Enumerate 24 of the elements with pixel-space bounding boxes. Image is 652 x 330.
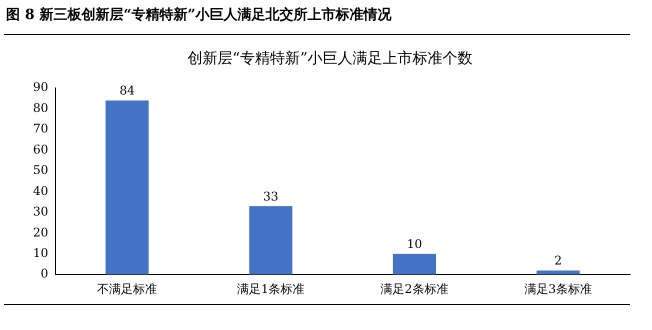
x-tick-label: 不满足标准	[97, 282, 158, 296]
bar	[249, 206, 292, 275]
chart-subtitle: 创新层“专精特新”小巨人满足上市标准个数	[187, 48, 473, 67]
y-tick-label: 20	[32, 225, 48, 240]
data-label: 84	[119, 84, 136, 98]
bar	[536, 270, 580, 275]
y-tick-label: 30	[32, 204, 48, 219]
data-label: 2	[554, 254, 562, 268]
y-tick-label: 40	[32, 184, 48, 198]
data-label: 10	[406, 236, 422, 251]
y-tick-label: 60	[32, 142, 48, 156]
chart-title: 图 8 新三板创新层“专精特新”小巨人满足北交所上市标准情况	[6, 6, 392, 24]
data-label: 33	[263, 189, 278, 204]
y-tick-label: 50	[32, 163, 48, 178]
y-tick-label: 70	[32, 122, 48, 136]
x-tick-label: 满足1条标准	[236, 282, 305, 296]
x-tick-label: 满足2条标准	[380, 282, 448, 296]
y-tick-label: 0	[40, 266, 48, 281]
x-tick-label: 满足3条标准	[524, 282, 592, 296]
bar	[392, 254, 436, 275]
bar	[106, 100, 149, 275]
y-tick-label: 10	[32, 246, 48, 260]
y-tick-label: 90	[32, 80, 48, 94]
y-tick-label: 80	[32, 100, 48, 115]
